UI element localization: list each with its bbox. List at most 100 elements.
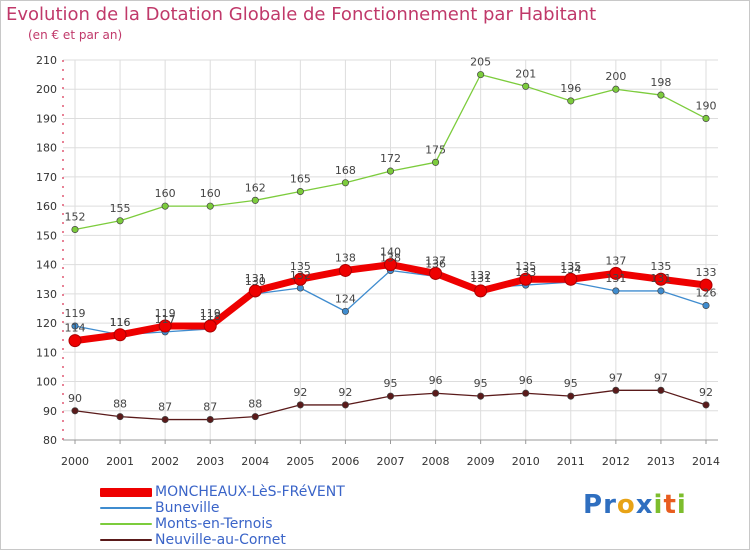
data-label: 131 [650,272,671,285]
data-label: 97 [609,371,623,384]
data-label: 155 [110,202,131,215]
data-label: 92 [699,386,713,399]
x-tick-label: 2003 [196,455,224,468]
data-label: 138 [335,251,356,264]
data-label: 152 [65,211,86,224]
logo-letter: r [603,490,617,520]
y-tick-label: 80 [43,434,57,447]
x-tick-label: 2002 [151,455,179,468]
data-label: 97 [654,371,668,384]
x-tick-label: 2000 [61,455,89,468]
data-label: 133 [515,266,536,279]
y-tick-label: 110 [36,346,57,359]
data-label: 131 [245,272,266,285]
data-label: 135 [650,260,671,273]
data-label: 131 [605,272,626,285]
data-point [657,386,665,394]
x-tick-label: 2011 [557,455,585,468]
logo-letter: o [616,490,636,520]
data-point [612,85,620,93]
data-point [251,196,259,204]
data-label: 168 [335,164,356,177]
data-label: 92 [338,386,352,399]
data-label: 162 [245,181,266,194]
logo-letter: i [676,490,687,520]
logo-letter: x [635,490,654,520]
data-point [609,266,623,280]
data-point [612,287,620,295]
data-label: 200 [605,70,626,83]
data-label: 130 [245,275,266,288]
data-point [71,322,79,330]
data-label: 92 [293,386,307,399]
data-point [71,407,79,415]
data-point [702,401,710,409]
data-point [248,284,262,298]
x-tick-label: 2005 [286,455,314,468]
data-point [161,415,169,424]
chart-subtitle: (en € et par an) [28,28,123,42]
data-label: 190 [696,99,717,112]
y-tick-label: 140 [36,259,57,272]
data-point [251,413,259,421]
legend-label-buneville: Buneville [155,500,220,516]
data-point [203,319,217,333]
data-point [699,278,713,292]
data-point [68,334,82,348]
data-point [71,225,79,234]
y-tick-label: 100 [36,376,57,389]
data-point [113,328,127,342]
data-point [386,167,395,175]
data-point [654,272,668,286]
data-point [567,392,575,400]
data-point [432,389,440,397]
data-point [657,287,665,295]
data-label: 138 [380,251,401,264]
data-label: 95 [564,377,578,390]
x-tick-label: 2001 [106,455,134,468]
data-label: 117 [155,313,176,326]
data-label: 160 [155,187,176,200]
x-tick-label: 2009 [467,455,495,468]
x-tick-label: 2012 [602,455,630,468]
y-tick-label: 190 [36,112,57,125]
logo-letter: i [653,490,664,520]
data-point [296,401,304,409]
legend-label-monts-en-ternois: Monts-en-Ternois [155,516,273,532]
data-label: 119 [200,307,221,320]
y-tick-label: 160 [36,200,57,213]
data-point [161,202,169,210]
data-label: 135 [290,260,311,273]
data-point [296,284,304,292]
data-label: 205 [470,56,491,69]
data-label: 88 [248,398,262,411]
data-point [206,415,214,424]
legend-swatch-monts-en-ternois [100,523,152,525]
data-point [522,82,530,90]
y-tick-label: 200 [36,83,57,96]
legend-label-moncheaux: MONCHEAUX-LèS-FRéVENT [155,484,345,500]
data-label: 160 [200,187,221,200]
data-label: 132 [470,269,491,282]
data-point [341,179,349,187]
x-tick-label: 2014 [692,455,720,468]
data-point [386,392,395,400]
data-point [477,71,485,79]
data-label: 87 [158,401,172,414]
data-point [702,114,710,123]
data-label: 114 [65,322,86,335]
data-point [158,319,172,333]
data-label: 87 [203,401,217,414]
data-point [432,158,440,166]
legend-swatch-neuville-au-cornet [100,539,152,541]
data-point [564,272,578,286]
data-label: 135 [560,260,581,273]
y-tick-label: 90 [43,405,57,418]
data-label: 88 [113,398,127,411]
x-tick-label: 2013 [647,455,675,468]
data-label: 135 [515,260,536,273]
data-point [429,266,443,280]
y-tick-label: 210 [36,54,57,67]
data-label: 134 [560,263,581,276]
